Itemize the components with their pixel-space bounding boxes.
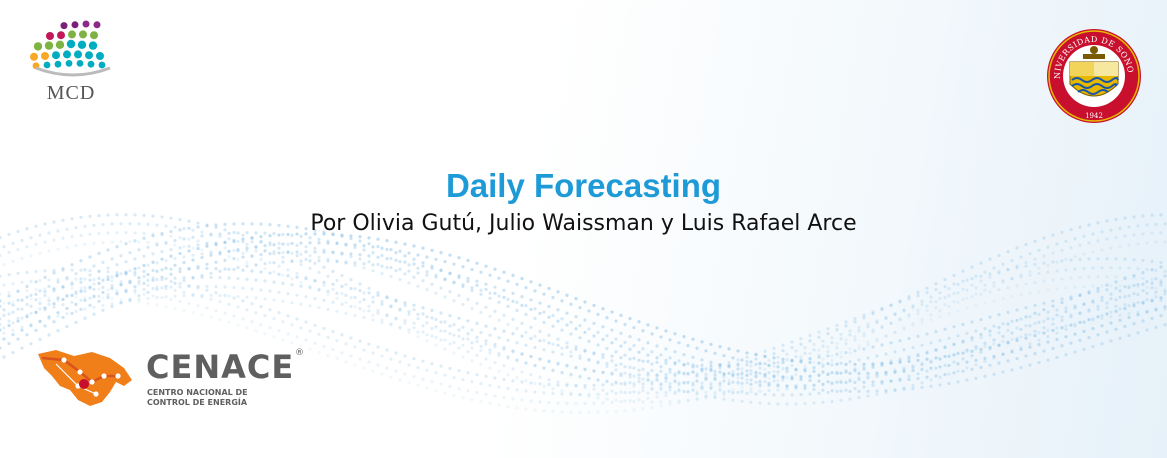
slide-title: Daily Forecasting: [445, 167, 722, 204]
cenace-subtitle-line2: CONTROL DE ENERGÍA: [147, 398, 248, 407]
cenace-name: CENACE: [146, 348, 295, 386]
cenace-registered-mark: ®: [295, 348, 304, 358]
university-seal-icon: UNIVERSIDAD DE SONORA 1942: [1046, 28, 1141, 123]
mcd-logo: MCD: [28, 16, 114, 106]
mcd-dot-arc-icon: [30, 20, 111, 77]
seal-year: 1942: [1085, 112, 1103, 120]
mcd-logo-text: MCD: [46, 82, 96, 104]
cenace-logo: CENACE ® CENTRO NACIONAL DE CONTROL DE E…: [34, 346, 314, 422]
cenace-map-emblem-icon: [38, 350, 132, 406]
cenace-subtitle-line1: CENTRO NACIONAL DE: [147, 388, 248, 397]
title-block: Daily Forecasting Por Olivia Gutú, Julio…: [0, 166, 1167, 240]
cenace-subtitle: CENTRO NACIONAL DE CONTROL DE ENERGÍA: [147, 388, 267, 408]
slide-subtitle: Por Olivia Gutú, Julio Waissman y Luis R…: [310, 211, 857, 236]
